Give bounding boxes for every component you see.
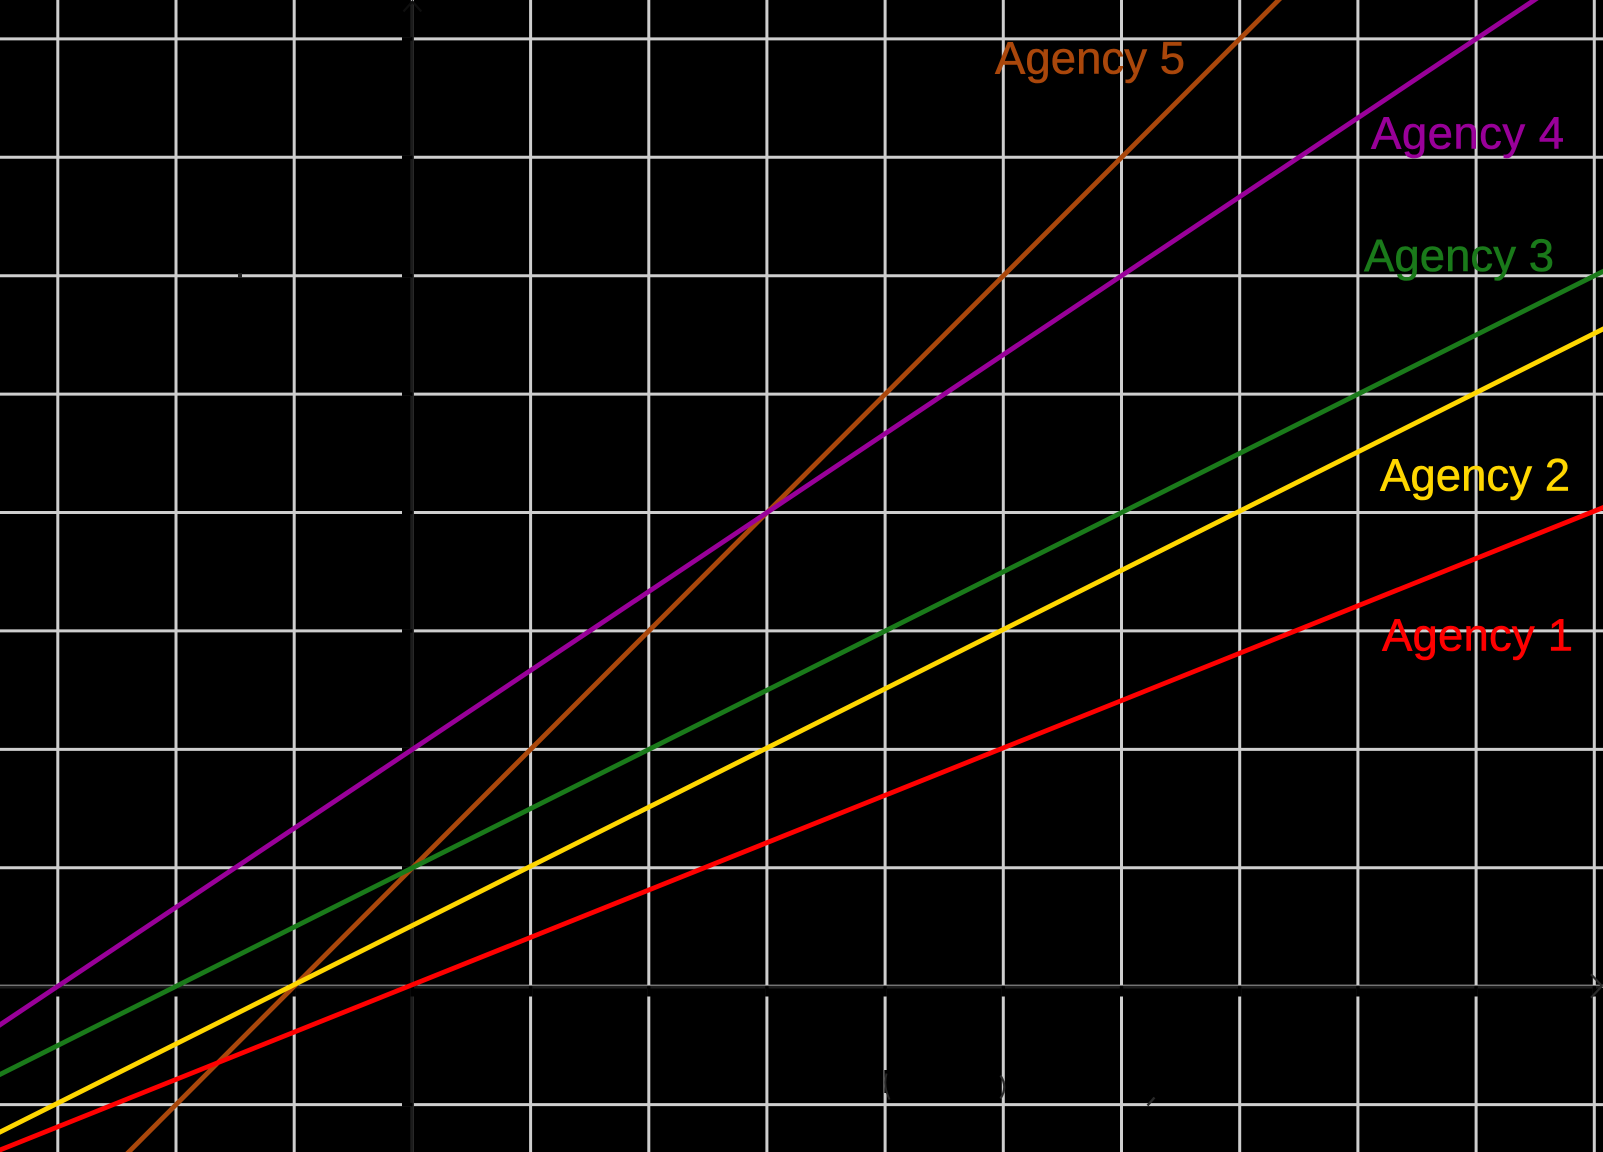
svg-text:Agency 4: Agency 4 [1371, 107, 1564, 158]
svg-text:Agency 5: Agency 5 [995, 32, 1185, 83]
svg-text:Agency 1: Agency 1 [1382, 610, 1573, 661]
svg-text:Agency 2: Agency 2 [1380, 450, 1570, 501]
svg-text:Agency 3: Agency 3 [1364, 230, 1554, 281]
